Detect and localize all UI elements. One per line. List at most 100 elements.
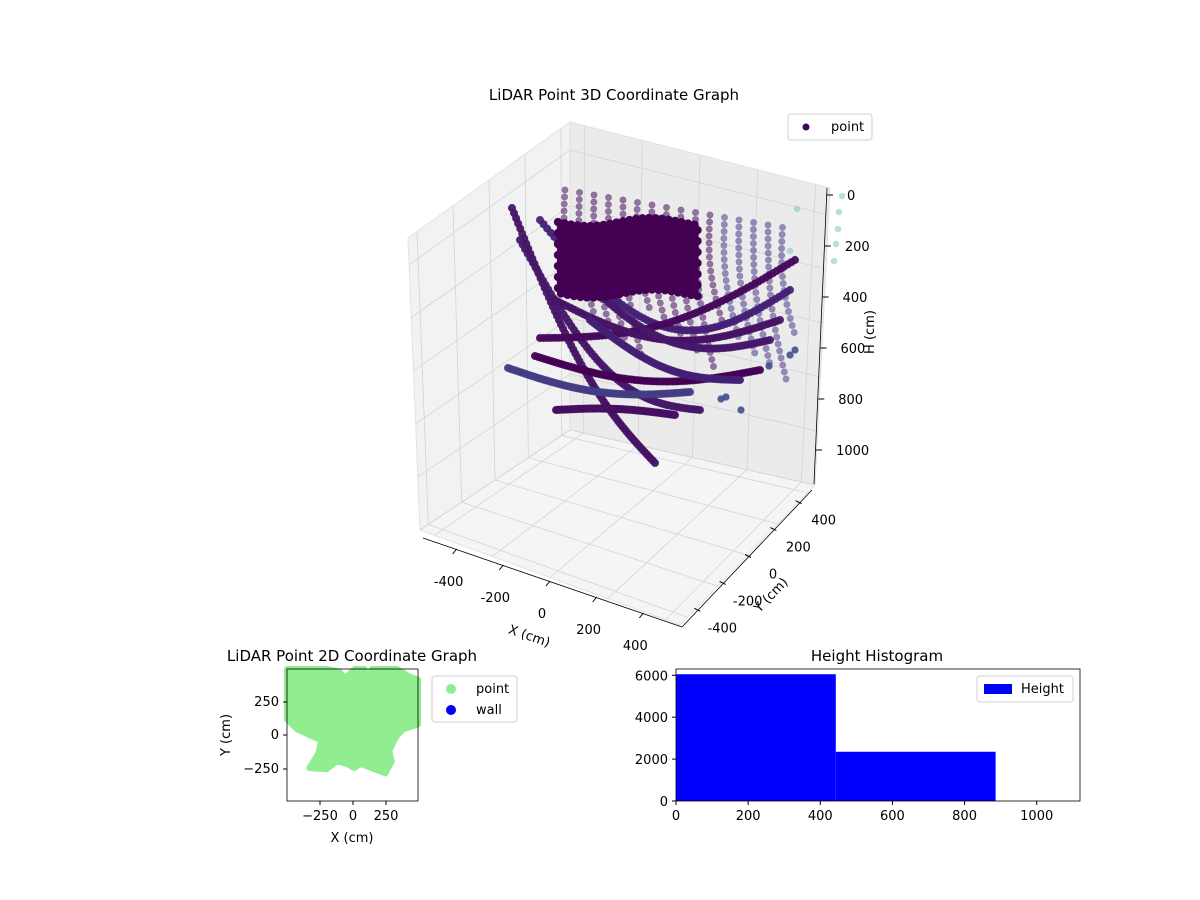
- point: [778, 272, 786, 280]
- histogram-bars: [676, 674, 996, 801]
- point: [838, 192, 846, 200]
- scatter3d-chart: LiDAR Point 3D Coordinate Graph -400 -200…: [407, 86, 878, 654]
- grid-line: [746, 169, 759, 470]
- point: [737, 279, 745, 287]
- point: [682, 297, 690, 305]
- point: [762, 344, 770, 352]
- hist-x-tick-label: 0: [672, 809, 680, 824]
- point: [735, 258, 743, 266]
- point: [778, 238, 786, 246]
- y-tick: [694, 607, 701, 612]
- point: [749, 247, 757, 255]
- grid-line: [561, 435, 808, 494]
- histogram-frame: [675, 668, 1081, 802]
- point: [788, 321, 796, 329]
- point: [784, 307, 792, 315]
- point: [749, 240, 757, 248]
- point: [783, 300, 791, 308]
- point: [779, 279, 787, 287]
- y-tick: [770, 527, 777, 532]
- z-tick-label: 400: [843, 291, 868, 306]
- point: [735, 244, 743, 252]
- point: [561, 186, 569, 194]
- point: [658, 306, 666, 314]
- legend-marker-height: [984, 684, 1012, 694]
- point: [735, 265, 743, 273]
- legend-label-wall: wall: [476, 703, 502, 718]
- point: [780, 368, 788, 376]
- legend-frame: [976, 675, 1074, 703]
- x-tick: [592, 596, 598, 603]
- y2d-tick-label: 250: [254, 695, 279, 710]
- x2d-tick-label: 0: [349, 809, 357, 824]
- point: [705, 239, 713, 247]
- point: [709, 281, 717, 289]
- point: [765, 362, 773, 370]
- z-tick-label: 600: [840, 342, 865, 357]
- hist-y-tick-label: 2000: [635, 753, 668, 768]
- grid-line: [528, 457, 778, 525]
- point: [764, 235, 772, 243]
- y-tick-label: 400: [811, 514, 836, 529]
- point: [590, 198, 598, 206]
- point: [720, 228, 728, 236]
- grid-line: [494, 479, 748, 556]
- x-tick-label: -400: [434, 575, 464, 590]
- point: [705, 232, 713, 240]
- point: [765, 335, 775, 345]
- point: [684, 304, 692, 312]
- x-tick-label: 200: [576, 623, 601, 638]
- point: [793, 205, 801, 213]
- point: [706, 218, 714, 226]
- point: [695, 405, 705, 415]
- x-tick: [638, 612, 644, 619]
- point: [575, 189, 583, 197]
- x-tick: [545, 580, 551, 587]
- point: [737, 406, 745, 414]
- point: [721, 269, 729, 277]
- point: [791, 346, 799, 354]
- y-tick-label: 0: [769, 568, 777, 583]
- x-ticks: -400 -200 0 200 400: [434, 548, 648, 654]
- point: [722, 276, 730, 284]
- point: [764, 249, 772, 257]
- point: [693, 291, 702, 301]
- z-tick-label: 1000: [836, 444, 869, 459]
- point: [735, 237, 743, 245]
- point: [670, 301, 678, 309]
- point: [830, 257, 838, 265]
- legend-marker-point: [446, 684, 456, 694]
- point: [691, 209, 699, 217]
- point: [736, 272, 744, 280]
- point: [764, 221, 772, 229]
- legend-marker-wall: [446, 705, 456, 715]
- x2d-tick-label: 250: [374, 809, 399, 824]
- x-tick: [452, 548, 458, 555]
- point: [708, 274, 716, 282]
- point: [775, 315, 785, 325]
- point: [832, 240, 840, 248]
- point: [735, 230, 743, 238]
- point: [677, 206, 685, 214]
- z-axis-label: H (cm): [863, 310, 878, 354]
- y-tick-label: 200: [786, 541, 811, 556]
- z-axis-line: [813, 187, 828, 485]
- point: [716, 309, 724, 317]
- point: [668, 294, 676, 302]
- point: [720, 221, 728, 229]
- point: [706, 260, 714, 268]
- point: [685, 387, 695, 397]
- grid-line: [417, 373, 571, 478]
- point: [723, 283, 731, 291]
- point: [697, 299, 705, 307]
- point: [705, 225, 713, 233]
- point: [786, 314, 794, 322]
- x-axis-line: [422, 537, 683, 628]
- point: [755, 365, 765, 375]
- point: [720, 242, 728, 250]
- point: [705, 253, 713, 261]
- z-tick-label: 0: [847, 189, 855, 204]
- x2d-tick-label: −250: [302, 809, 338, 824]
- point: [590, 191, 598, 199]
